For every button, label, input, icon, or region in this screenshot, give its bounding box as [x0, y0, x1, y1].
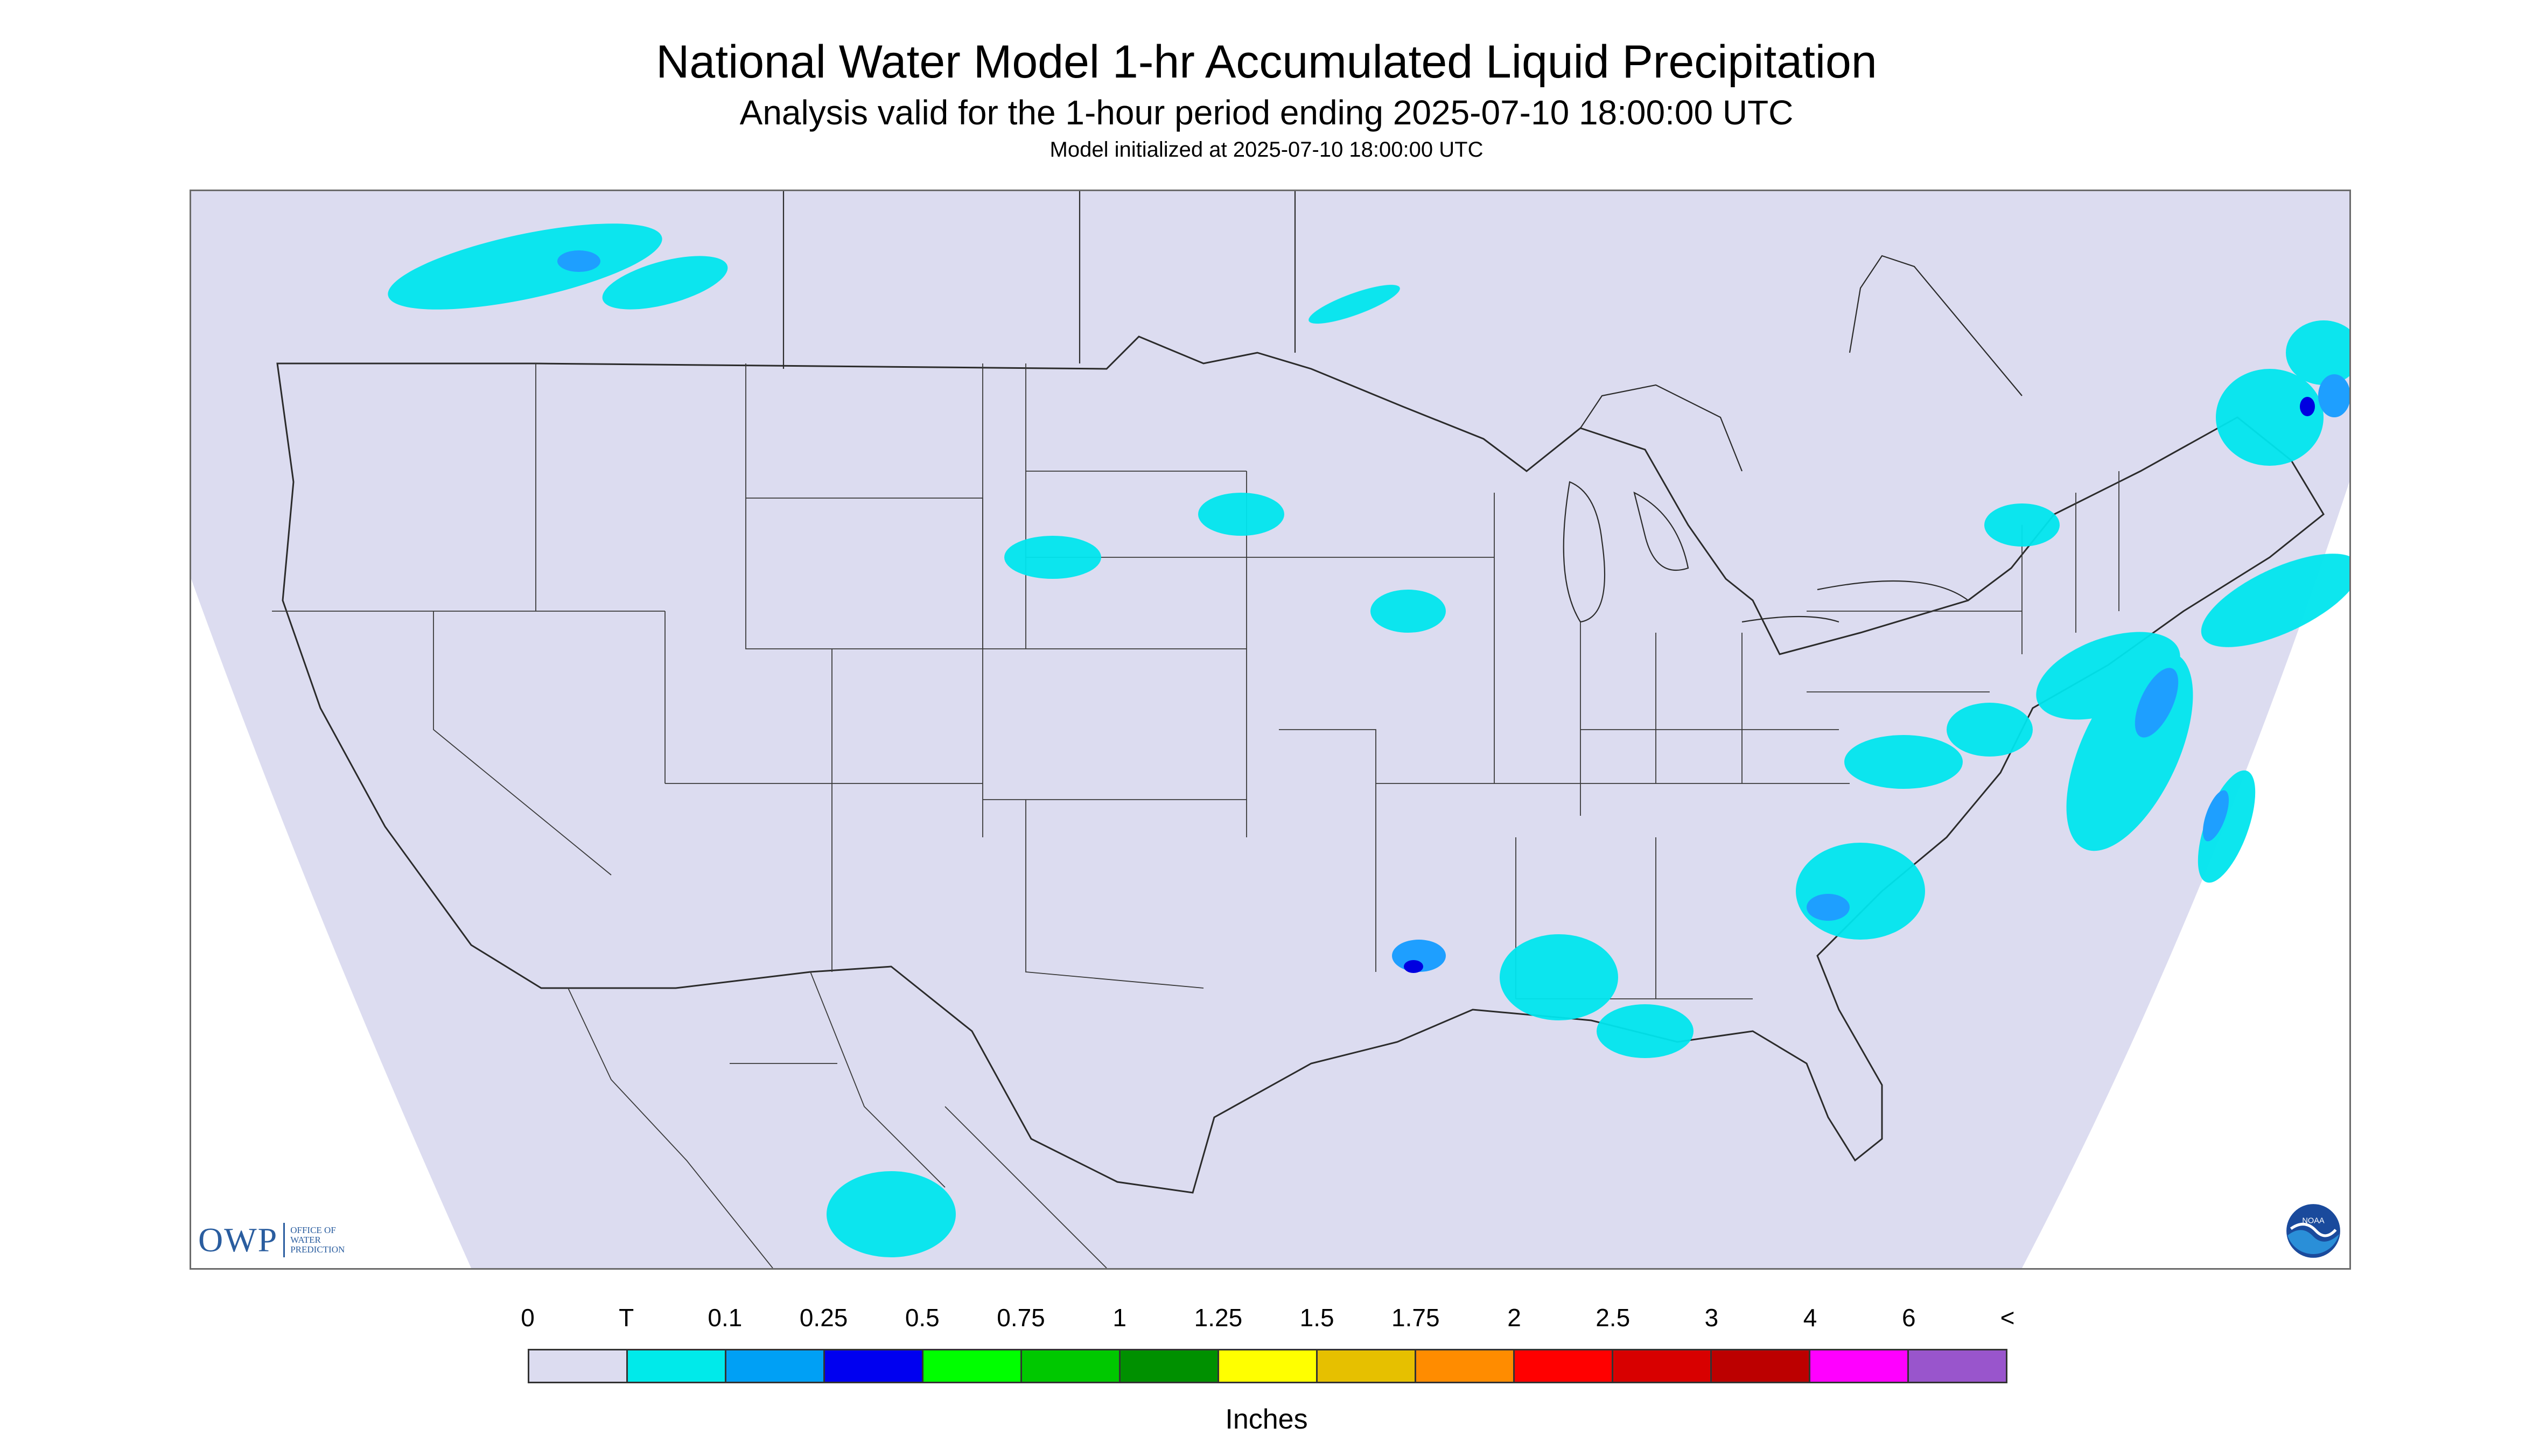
noaa-logo: NOAA: [2286, 1204, 2340, 1258]
legend-swatch: [529, 1350, 628, 1382]
legend-label: 2: [1507, 1304, 1521, 1332]
legend-swatch: [1022, 1350, 1121, 1382]
legend-label: T: [619, 1304, 634, 1332]
legend-swatch: [1515, 1350, 1613, 1382]
state-lines: [272, 363, 2119, 999]
legend-label: 0: [521, 1304, 535, 1332]
map-subtitle: Analysis valid for the 1-hour period end…: [739, 93, 1794, 132]
legend-label: 0.1: [708, 1304, 743, 1332]
us-outline: [276, 335, 2325, 1194]
model-init-text: Model initialized at 2025-07-10 18:00:00…: [1049, 138, 1484, 162]
legend-label: 0.5: [905, 1304, 940, 1332]
mexico-lines: [568, 971, 1107, 1268]
boundary-lines: [782, 191, 2023, 623]
legend-units: Inches: [1225, 1404, 1308, 1435]
owp-logo-divider: [283, 1223, 285, 1257]
noaa-logo-text: NOAA: [2302, 1216, 2325, 1225]
legend-label: 1: [1112, 1304, 1126, 1332]
owp-logo-line3: PREDICTION: [290, 1244, 345, 1255]
legend-label: 1.5: [1299, 1304, 1334, 1332]
legend-label: 0.25: [799, 1304, 848, 1332]
legend-label: 6: [1902, 1304, 1916, 1332]
legend-label: 4: [1803, 1304, 1817, 1332]
legend-swatch: [1318, 1350, 1416, 1382]
legend-label: 1.75: [1391, 1304, 1440, 1332]
legend-label: 2.5: [1596, 1304, 1631, 1332]
owp-logo-line2: WATER: [290, 1235, 321, 1245]
owp-logo-subtext: OFFICE OF WATER PREDICTION: [290, 1226, 345, 1255]
map-canvas: [191, 191, 2349, 1268]
legend-colorbar: [528, 1349, 2007, 1383]
legend-swatch: [923, 1350, 1022, 1382]
legend-swatch: [825, 1350, 923, 1382]
legend-swatch: [1810, 1350, 1909, 1382]
legend-label: 0.75: [997, 1304, 1045, 1332]
legend-label: 1.25: [1194, 1304, 1243, 1332]
precipitation-map[interactable]: [190, 190, 2351, 1270]
map-domain: [191, 191, 2349, 1268]
legend-swatch: [1712, 1350, 1810, 1382]
legend-swatch: [1121, 1350, 1219, 1382]
legend-swatch: [726, 1350, 825, 1382]
legend-swatch: [1613, 1350, 1712, 1382]
legend-label: 3: [1704, 1304, 1719, 1332]
legend-swatch: [1909, 1350, 2006, 1382]
legend-label: <: [2000, 1304, 2015, 1332]
legend-swatch: [1219, 1350, 1318, 1382]
owp-logo-line1: OFFICE OF: [290, 1225, 336, 1235]
legend-swatch: [628, 1350, 726, 1382]
legend-labels: 0 T 0.1 0.25 0.5 0.75 1 1.25 1.5 1.75 2 2.5 3 4 6 <: [0, 1303, 2533, 1335]
legend-swatch: [1416, 1350, 1515, 1382]
owp-logo-text: OWP: [198, 1221, 278, 1259]
precip-heavy: [1404, 397, 2315, 973]
map-title: National Water Model 1-hr Accumulated Li…: [656, 36, 1877, 88]
owp-logo: OWP OFFICE OF WATER PREDICTION: [198, 1221, 345, 1259]
